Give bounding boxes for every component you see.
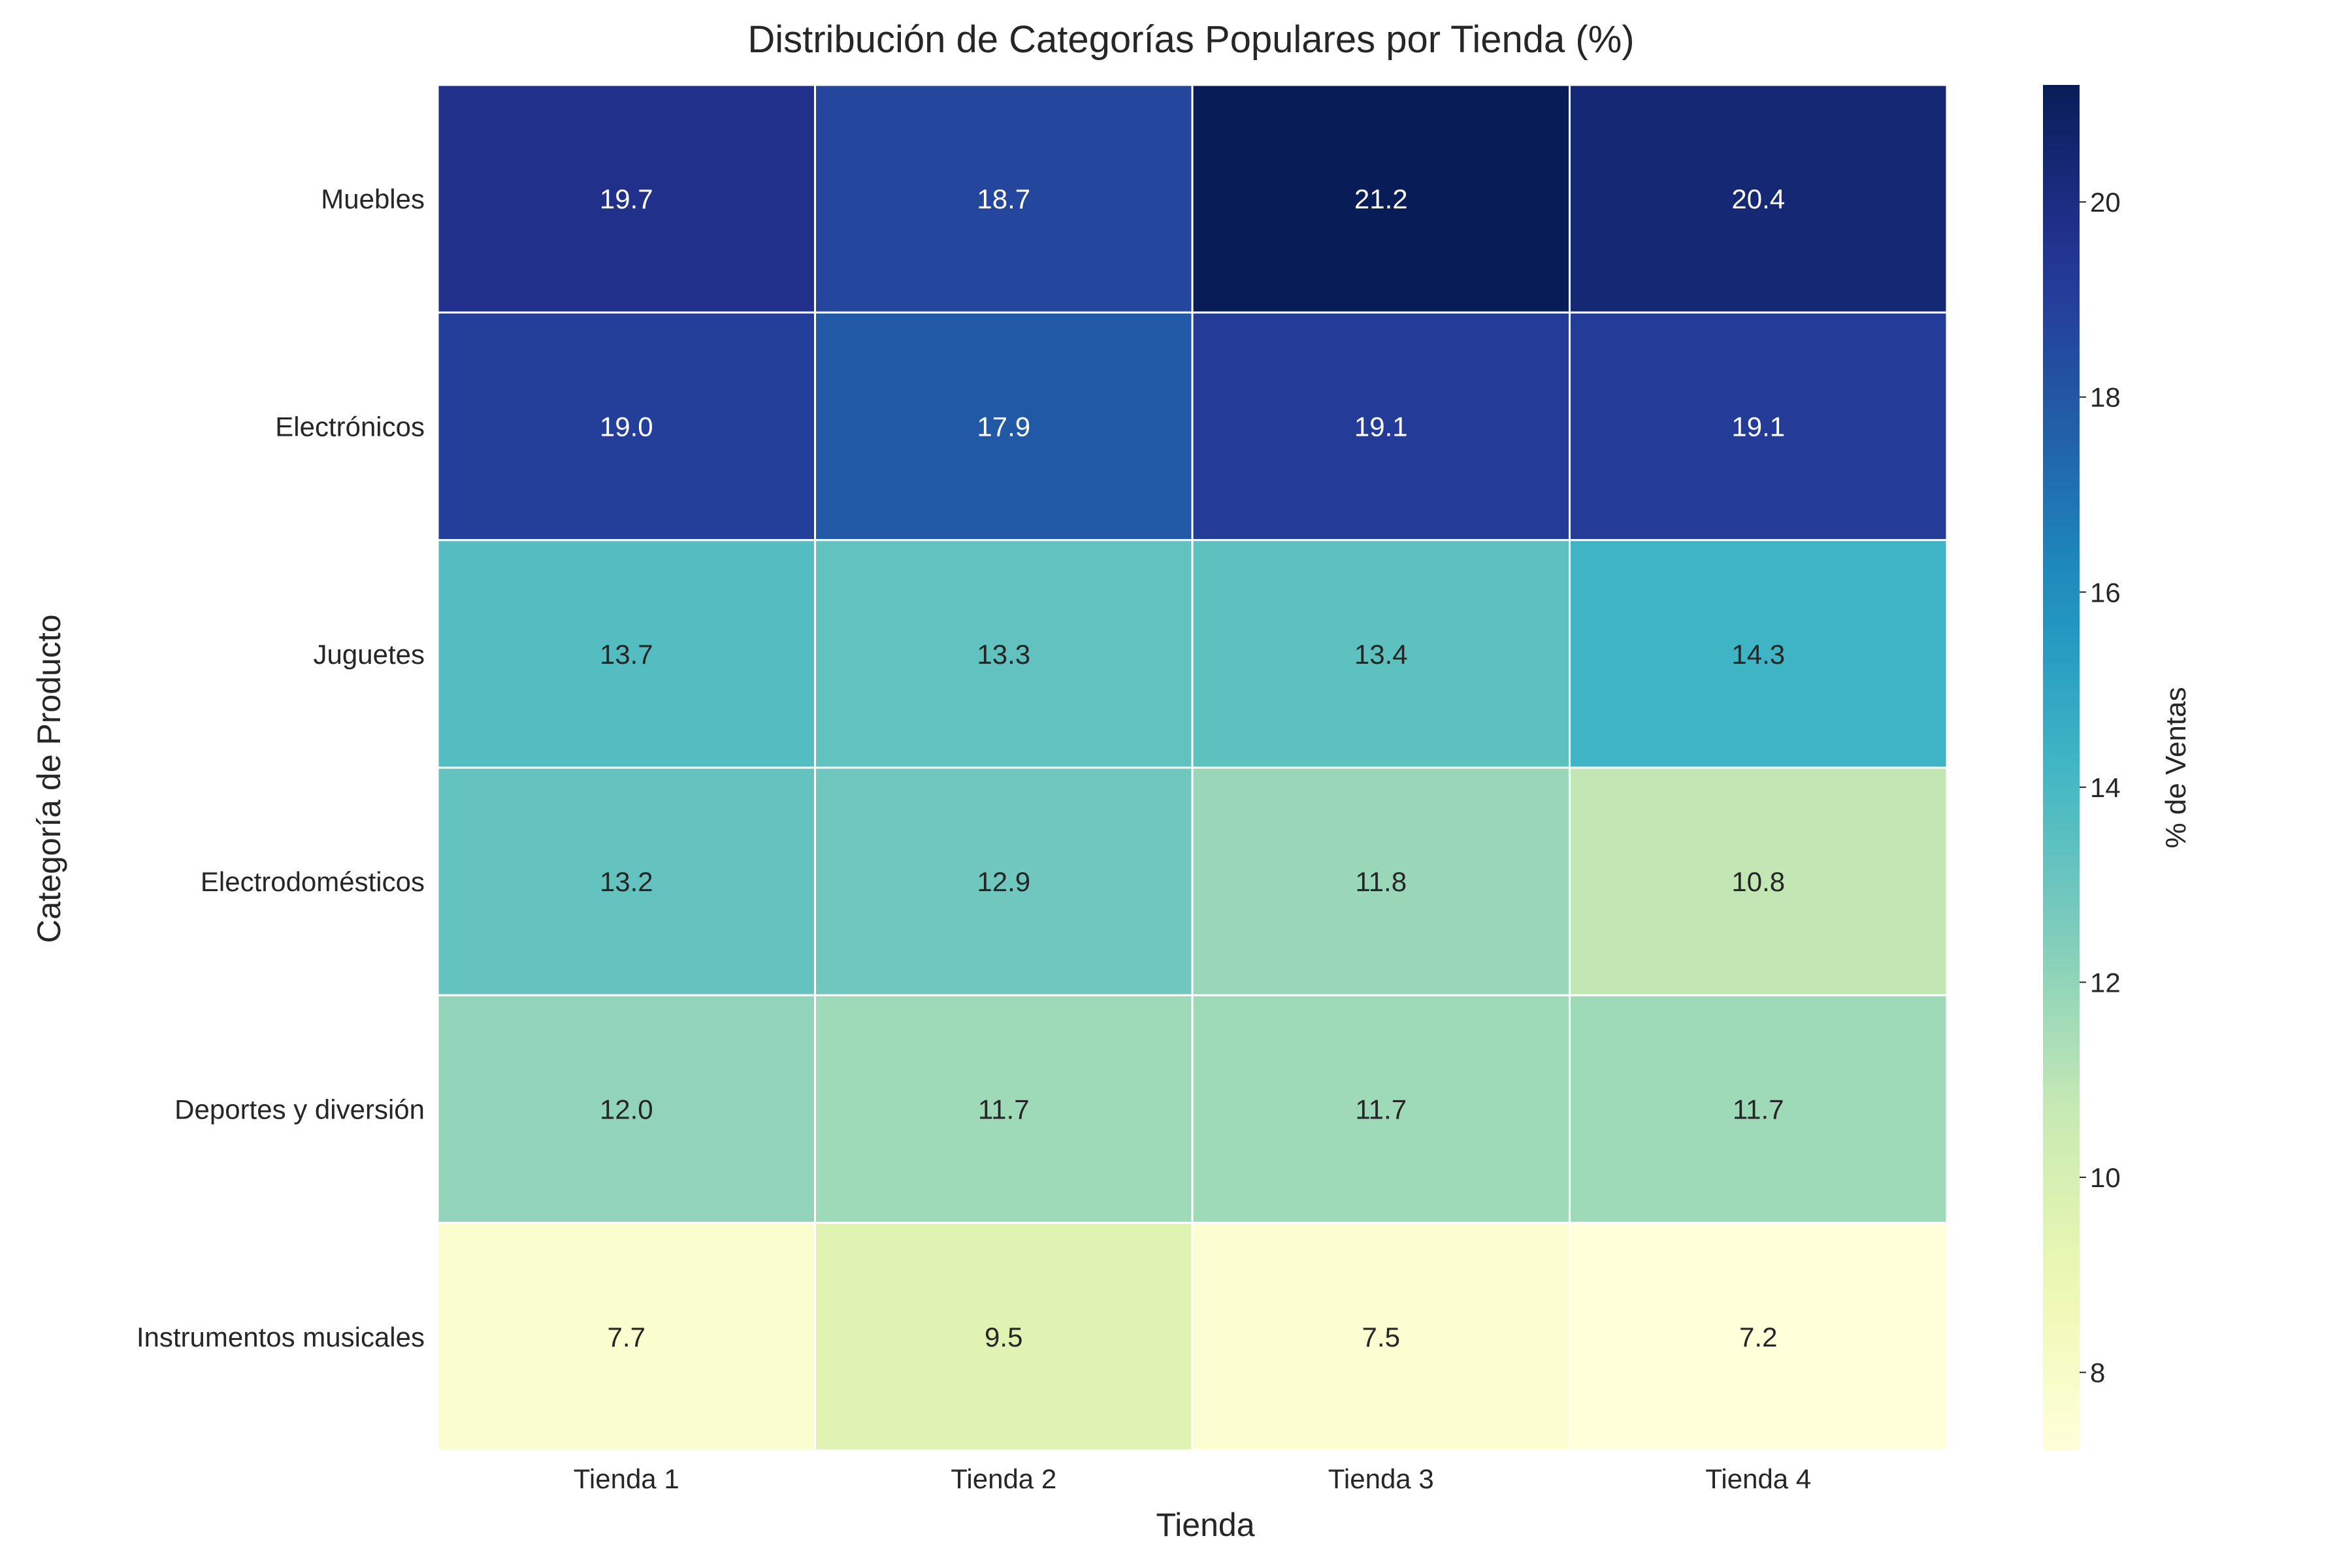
colorbar-tick-label: 10 xyxy=(2090,1162,2121,1193)
cell-value-label: 11.7 xyxy=(1355,1094,1407,1125)
colorbar-tick-label: 16 xyxy=(2090,577,2121,608)
heatmap-cell xyxy=(1569,84,1948,314)
y-tick-label: Electrodomésticos xyxy=(201,866,425,897)
heatmap-cell xyxy=(814,994,1194,1224)
heatmap-cell xyxy=(1191,84,1571,314)
heatmap-cell xyxy=(436,84,816,314)
y-tick-label: Deportes y diversión xyxy=(174,1094,425,1125)
heatmap-cell xyxy=(1191,766,1571,996)
cell-value-label: 7.7 xyxy=(608,1322,645,1352)
cell-value-label: 18.7 xyxy=(977,184,1030,214)
heatmap-cell xyxy=(814,84,1194,314)
cell-value-label: 14.3 xyxy=(1731,639,1785,670)
colorbar-tick-label: 8 xyxy=(2090,1358,2105,1388)
cell-value-label: 21.2 xyxy=(1354,184,1408,214)
cell-value-label: 13.2 xyxy=(600,866,653,897)
heatmap-cell xyxy=(814,311,1194,542)
cell-value-label: 11.8 xyxy=(1355,866,1407,897)
heatmap-cell xyxy=(1569,539,1948,769)
cell-value-label: 12.9 xyxy=(977,866,1030,897)
cell-value-label: 11.7 xyxy=(1733,1094,1784,1125)
colorbar xyxy=(2043,85,2080,1450)
cell-value-label: 19.0 xyxy=(600,412,653,442)
cell-value-label: 19.1 xyxy=(1354,412,1408,442)
cell-value-label: 7.2 xyxy=(1739,1322,1777,1352)
x-tick-label: Tienda 4 xyxy=(1705,1463,1811,1494)
cell-value-label: 13.3 xyxy=(977,639,1030,670)
x-axis-label: Tienda xyxy=(1156,1507,1254,1543)
heatmap-cell xyxy=(1569,766,1948,996)
heatmap-cell xyxy=(436,766,816,996)
y-tick-label: Instrumentos musicales xyxy=(137,1322,425,1352)
chart-title: Distribución de Categorías Populares por… xyxy=(747,18,1634,61)
heatmap-cell xyxy=(1569,311,1948,542)
heatmap-cell xyxy=(1569,1222,1948,1452)
x-tick-label: Tienda 3 xyxy=(1328,1463,1434,1494)
cell-value-label: 9.5 xyxy=(985,1322,1022,1352)
heatmap-cell xyxy=(814,1222,1194,1452)
x-tick-label: Tienda 2 xyxy=(951,1463,1056,1494)
colorbar-tick-label: 12 xyxy=(2090,967,2121,998)
colorbar-label: % de Ventas xyxy=(2160,687,2192,848)
cell-value-label: 13.4 xyxy=(1354,639,1408,670)
heatmap-cells xyxy=(436,84,1948,1452)
heatmap-cell xyxy=(1191,311,1571,542)
cell-value-label: 13.7 xyxy=(600,639,653,670)
heatmap-cell xyxy=(814,539,1194,769)
cell-value-label: 19.1 xyxy=(1731,412,1785,442)
heatmap-cell xyxy=(436,311,816,542)
colorbar-tick-label: 20 xyxy=(2090,187,2121,218)
cell-value-label: 17.9 xyxy=(977,412,1030,442)
y-tick-label: Electrónicos xyxy=(275,412,425,442)
x-tick-labels: Tienda 1 Tienda 2 Tienda 3 Tienda 4 xyxy=(574,1463,1811,1494)
y-tick-label: Muebles xyxy=(321,184,425,214)
heatmap-cell xyxy=(436,994,816,1224)
heatmap-cell xyxy=(436,1222,816,1452)
x-tick-label: Tienda 1 xyxy=(574,1463,679,1494)
y-axis-label: Categoría de Producto xyxy=(31,614,67,943)
colorbar-tick-label: 18 xyxy=(2090,382,2121,413)
cell-value-label: 20.4 xyxy=(1731,184,1785,214)
cell-value-label: 11.7 xyxy=(978,1094,1030,1125)
heatmap-cell xyxy=(814,766,1194,996)
cell-value-label: 7.5 xyxy=(1362,1322,1400,1352)
heatmap-cell-labels: 19.7 18.7 21.2 20.4 19.0 17.9 19.1 19.1 13.7 13.3… xyxy=(600,184,1785,1352)
heatmap-cell xyxy=(1569,994,1948,1224)
heatmap-cell xyxy=(1191,994,1571,1224)
y-tick-labels: Muebles Electrónicos Juguetes Electrodomést… xyxy=(137,184,425,1352)
cell-value-label: 12.0 xyxy=(600,1094,653,1125)
cell-value-label: 19.7 xyxy=(600,184,653,214)
heatmap-cell xyxy=(1191,1222,1571,1452)
y-tick-label: Juguetes xyxy=(314,639,425,670)
colorbar-ticks: 8 10 12 14 16 18 20 xyxy=(2080,187,2121,1388)
cell-value-label: 10.8 xyxy=(1731,866,1785,897)
colorbar-tick-label: 14 xyxy=(2090,772,2121,803)
